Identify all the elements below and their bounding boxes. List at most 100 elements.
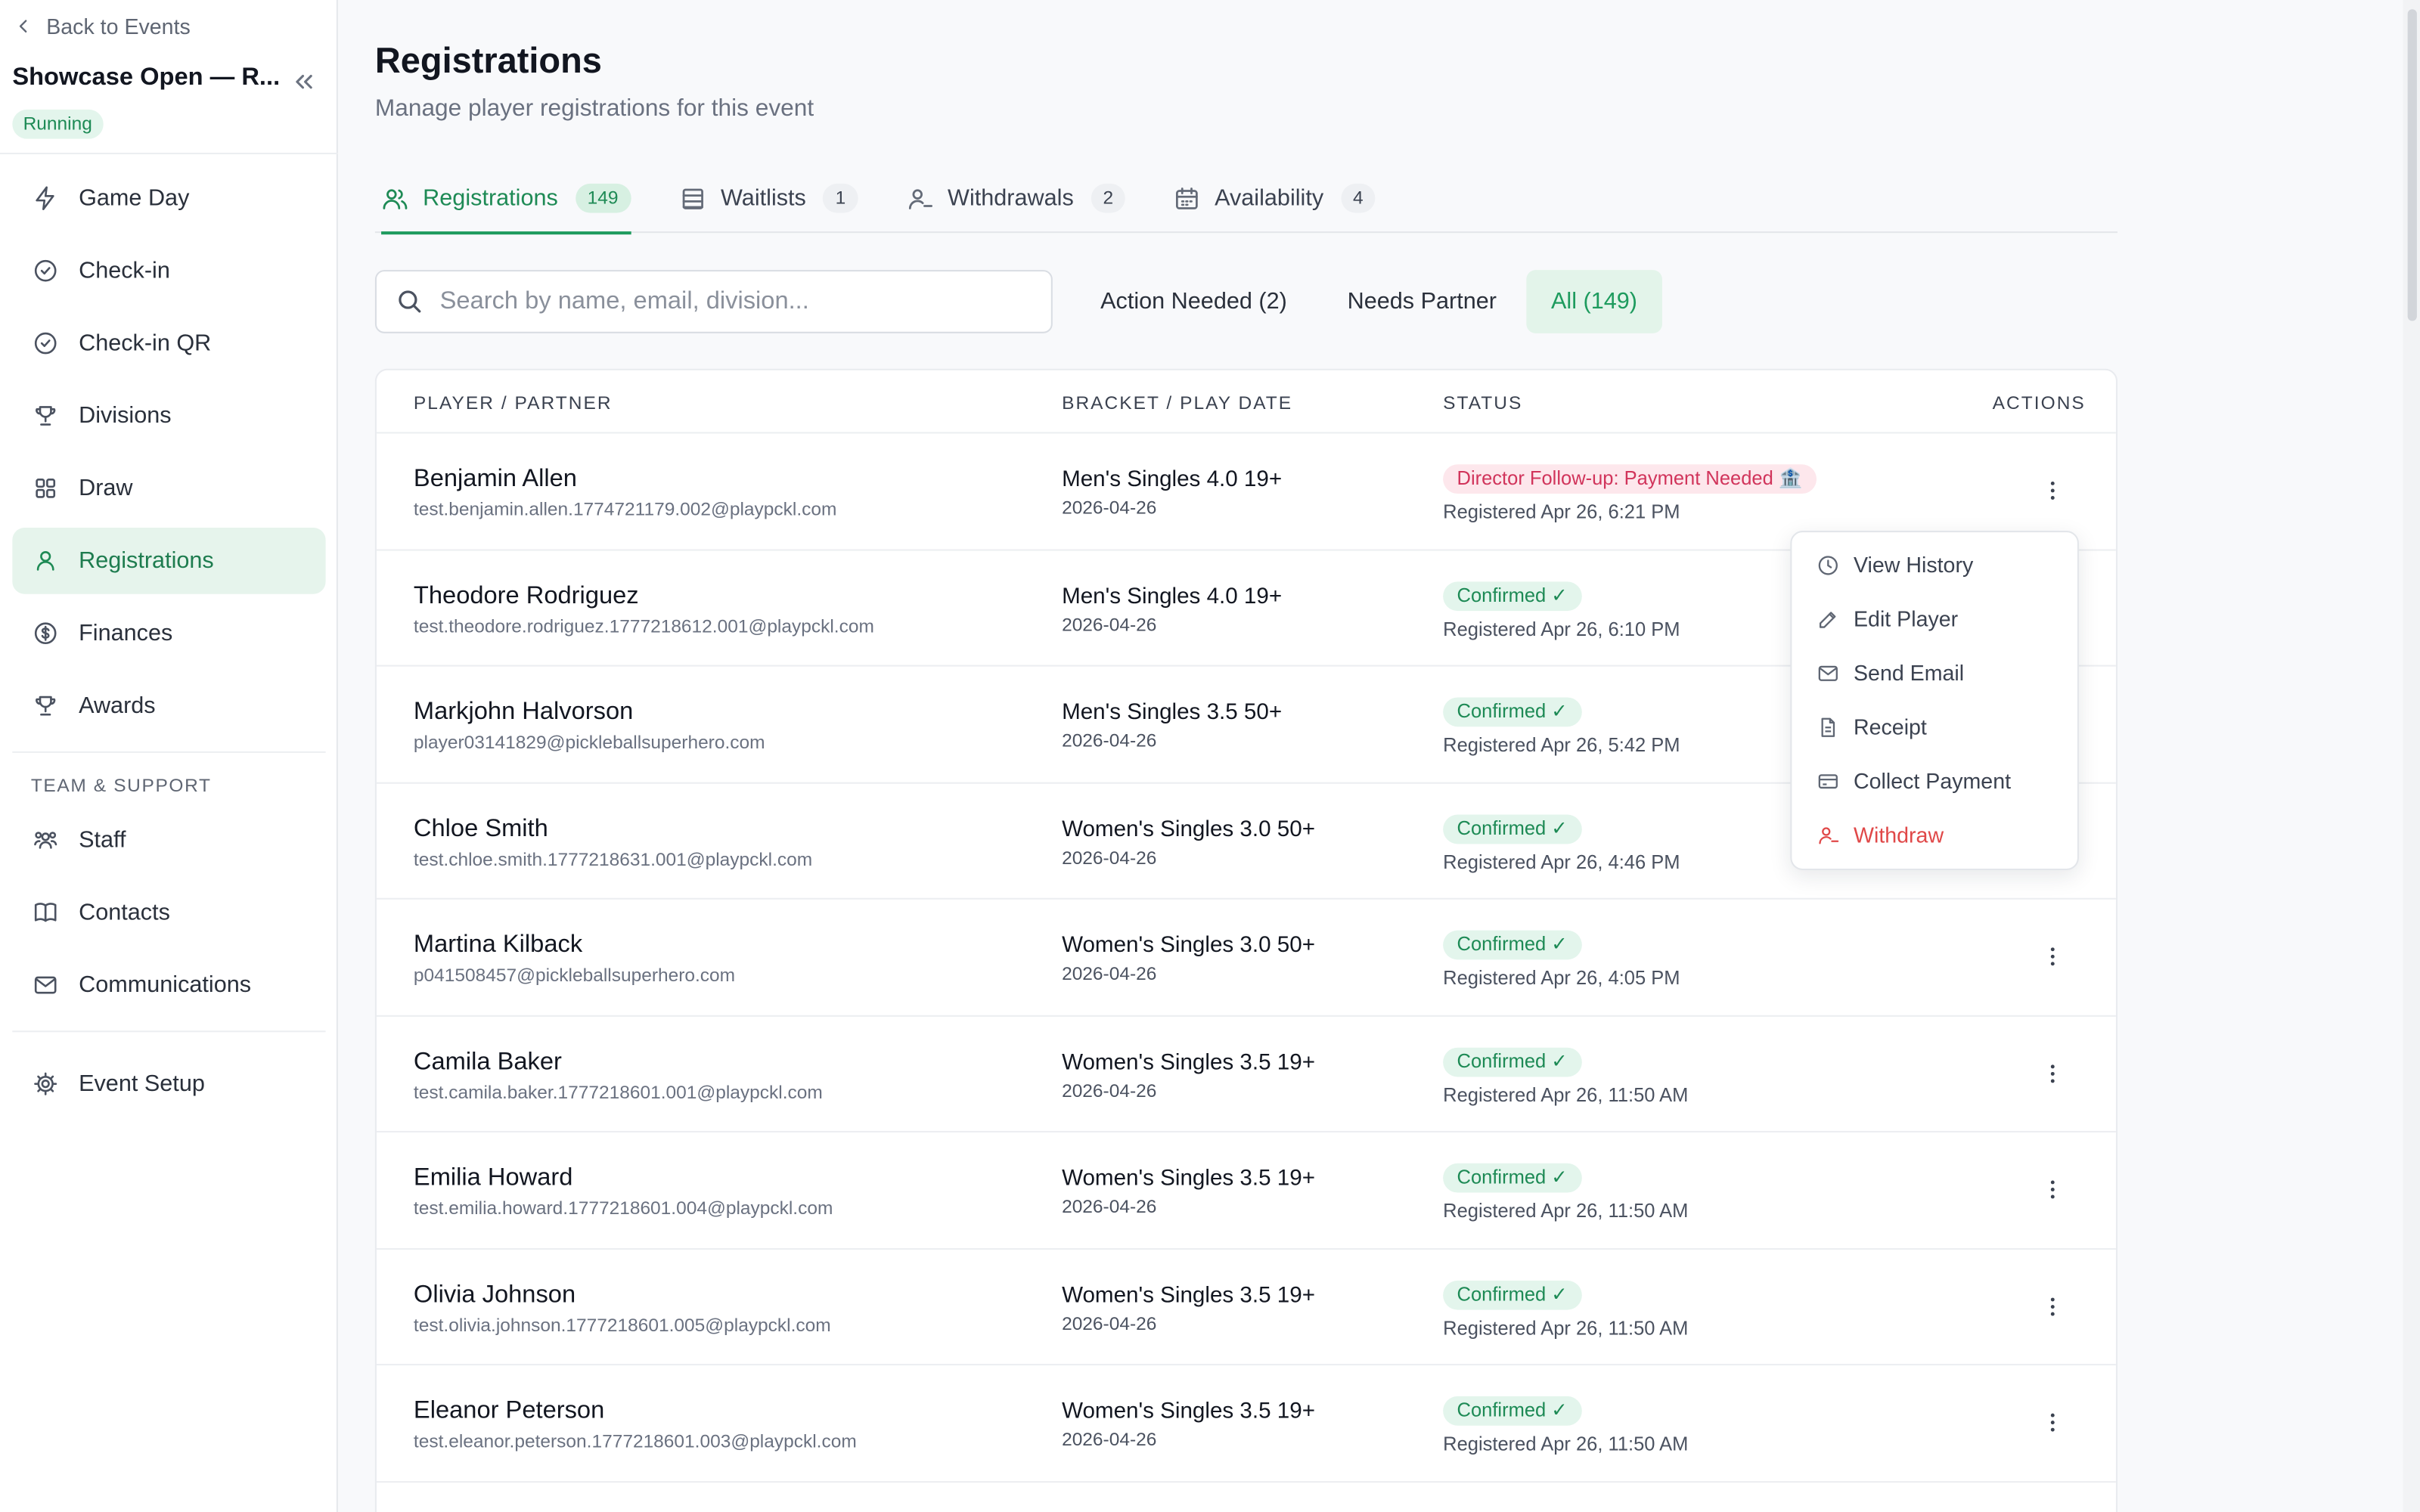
menu-item-withdraw[interactable]: Withdraw [1817,818,1944,852]
menu-item-collect-payment[interactable]: Collect Payment [1817,764,2011,798]
sidebar-item-label: Communications [79,971,252,999]
row-actions-button[interactable] [2037,1174,2068,1205]
grid-icon [36,479,56,498]
sidebar-item-staff[interactable]: Staff [12,807,325,873]
row-actions-button[interactable] [2037,941,2068,972]
table-row[interactable]: Benjamin Allen test.benjamin.allen.177472… [376,433,2116,550]
registered-timestamp: Registered Apr 26, 6:21 PM [1443,501,1680,523]
tab-registrations[interactable]: Registrations 149 [381,163,631,235]
tab-label: Availability [1215,184,1324,212]
divider [12,1030,326,1033]
table-row[interactable]: Olivia Johnson test.olivia.johnson.177721… [376,1249,2116,1366]
registered-timestamp: Registered Apr 26, 6:10 PM [1443,618,1680,640]
sidebar-item-communications[interactable]: Communications [12,952,325,1018]
status-badge: Confirmed ✓ [1443,930,1582,960]
user-minus-icon [908,188,933,209]
tab-withdrawals[interactable]: Withdrawals 2 [906,163,1126,233]
more-vertical-icon [2050,1413,2055,1432]
tab-label: Registrations [423,184,558,212]
table-row[interactable]: Chloe Smith test.chloe.smith.1777218631.0… [376,783,2116,900]
sidebar-item-label: Staff [79,826,126,854]
sidebar-item-event-setup[interactable]: Event Setup [12,1051,325,1117]
menu-item-label: View History [1854,552,1974,578]
table-header: PLAYER / PARTNER BRACKET / PLAY DATE STA… [376,370,2116,434]
bracket-name: Women's Singles 3.0 50+ [1062,933,1315,959]
filter-needs-partner[interactable]: Needs Partner [1347,288,1497,315]
back-to-events-link[interactable]: Back to Events [12,14,191,39]
sidebar-item-registrations[interactable]: Registrations [12,527,326,594]
sidebar-item-finances[interactable]: Finances [12,600,325,667]
bracket-name: Women's Singles 3.5 19+ [1062,1166,1315,1191]
clock-icon [1818,555,1838,575]
row-actions-button[interactable] [2037,1407,2068,1438]
bracket-name: Men's Singles 4.0 19+ [1062,467,1283,493]
table-row[interactable]: Martina Kilback p041508457@pickleballsupe… [376,900,2116,1016]
menu-item-label: Send Email [1854,660,1965,686]
more-vertical-icon [2050,947,2055,966]
menu-item-view-history[interactable]: View History [1817,547,1973,581]
player-email: p041508457@pickleballsuperhero.com [413,964,736,987]
sidebar-item-awards[interactable]: Awards [12,673,325,739]
tab-waitlists[interactable]: Waitlists 1 [679,163,858,233]
row-actions-button[interactable] [2037,476,2068,507]
filter-all[interactable]: All (149) [1526,270,1662,333]
status-badge: Confirmed ✓ [1443,697,1582,727]
player-name: Theodore Rodriguez [413,582,639,609]
tab-count-badge: 2 [1091,183,1126,213]
bracket-name: Men's Singles 3.5 50+ [1062,700,1283,726]
dollar-icon [34,622,57,645]
menu-item-label: Withdraw [1854,822,1944,847]
mail-icon [34,976,57,994]
status-badge: Confirmed ✓ [1443,1279,1582,1309]
trophy-icon [36,696,56,716]
sidebar-item-check-in-qr[interactable]: Check-in QR [12,310,325,376]
user-icon [36,550,54,571]
registered-timestamp: Registered Apr 26, 11:50 AM [1443,1083,1689,1106]
event-status-badge: Running [12,109,104,139]
sidebar-item-game-day[interactable]: Game Day [12,165,325,231]
check-circle-icon [34,332,57,355]
sidebar-item-label: Check-in QR [79,330,212,357]
menu-item-send-email[interactable]: Send Email [1817,655,1964,689]
status-badge: Confirmed ✓ [1443,1163,1582,1193]
sidebar: Back to Events Showcase Open — R... Runn… [0,0,338,1512]
sidebar-item-divisions[interactable]: Divisions [12,383,325,449]
menu-item-edit-player[interactable]: Edit Player [1817,602,1958,636]
collapse-sidebar-icon[interactable] [290,68,318,96]
scrollbar-track[interactable] [2403,0,2420,1512]
column-header-player: PLAYER / PARTNER [413,392,613,414]
team-support-heading: TEAM & SUPPORT [30,774,212,797]
row-actions-button[interactable] [2037,1058,2068,1089]
table-row[interactable]: Markjohn Halvorson player03141829@pickleb… [376,667,2116,783]
edit-icon [1819,611,1836,627]
table-row[interactable]: Camila Baker test.camila.baker.1777218601… [376,1016,2116,1132]
more-vertical-icon [2050,1297,2055,1315]
check-circle-icon [34,259,57,282]
sidebar-item-check-in[interactable]: Check-in [12,237,325,304]
sidebar-item-draw[interactable]: Draw [12,455,325,522]
tab-count-badge: 4 [1340,183,1376,213]
tab-availability[interactable]: Availability 4 [1173,163,1376,233]
tab-count-badge: 149 [575,183,631,213]
filter-action-needed[interactable]: Action Needed (2) [1100,288,1287,315]
table-row[interactable]: Emilia Howard test.emilia.howard.17772186… [376,1132,2116,1250]
search-box [374,270,1053,333]
sidebar-item-label: Registrations [79,547,214,575]
player-email: test.theodore.rodriguez.1777218612.001@p… [413,615,874,637]
search-input[interactable] [439,287,1027,316]
play-date: 2026-04-26 [1062,962,1157,985]
play-date: 2026-04-26 [1062,1079,1157,1101]
scrollbar-thumb[interactable] [2407,9,2417,321]
sidebar-item-contacts[interactable]: Contacts [12,879,325,946]
menu-item-receipt[interactable]: Receipt [1817,710,1927,744]
divider [0,153,338,155]
registered-timestamp: Registered Apr 26, 5:42 PM [1443,734,1680,756]
row-actions-button[interactable] [2037,1290,2068,1321]
row-actions-menu: View History Edit Player Send Email Rece… [1790,531,2079,871]
table-row[interactable]: Eleanor Peterson test.eleanor.peterson.17… [376,1365,2116,1483]
status-badge: Director Follow-up: Payment Needed 🏦 [1443,464,1817,494]
play-date: 2026-04-26 [1062,1428,1157,1451]
player-name: Markjohn Halvorson [413,699,634,726]
table-row[interactable]: Theodore Rodriguez test.theodore.rodrigue… [376,550,2116,667]
bracket-name: Women's Singles 3.0 50+ [1062,816,1315,842]
